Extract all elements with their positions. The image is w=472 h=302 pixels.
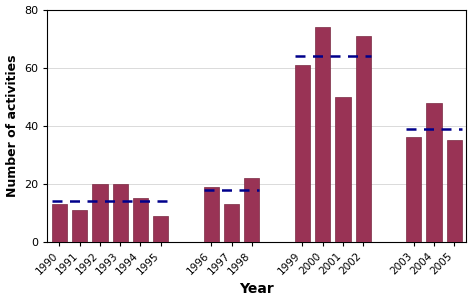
Bar [204,187,219,242]
Bar [447,140,462,242]
Bar [315,27,330,242]
Bar [426,103,442,242]
Bar [244,178,260,242]
Bar [295,65,310,242]
Bar [335,97,351,242]
Y-axis label: Number of activities: Number of activities [6,55,18,197]
Bar [112,184,128,242]
Bar [224,204,239,242]
Bar [52,204,67,242]
Bar [355,36,371,242]
Bar [406,137,421,242]
Bar [93,184,108,242]
Bar [153,216,168,242]
Bar [133,198,148,242]
X-axis label: Year: Year [239,282,274,297]
Bar [72,210,87,242]
